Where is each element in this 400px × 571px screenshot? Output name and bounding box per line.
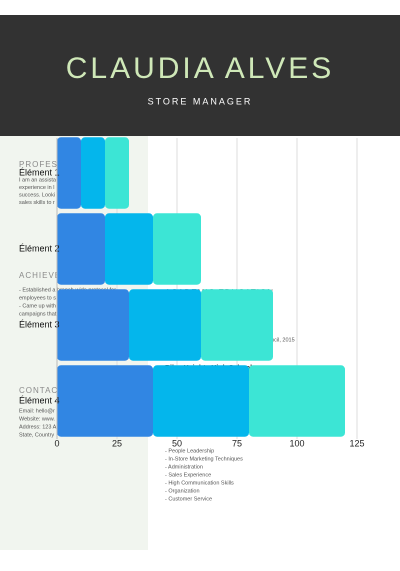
bar [57,365,153,437]
heading: CONTACT [19,386,64,395]
bar [201,289,273,361]
text-line: ouncil, 2015 [265,337,295,343]
text-line: Email: hello@r [19,408,55,414]
x-tick-label: 75 [232,438,242,448]
header-band [0,15,400,136]
y-tick-label: Élément 4 [19,395,60,405]
bar [153,365,249,437]
bar [57,213,105,285]
heading: PROFESSI [19,160,67,169]
text-line: Address: 123 A [19,424,57,430]
text-line: - People Leadership [165,448,214,454]
x-tick-label: 100 [289,438,304,448]
role: STORE MANAGER [148,96,253,106]
name: CLAUDIA ALVES [66,52,335,85]
text-line: - Sales Experience [165,472,211,478]
text-line: - Came up with [19,303,56,309]
y-tick-label: Élément 1 [19,167,60,177]
bar [81,137,105,209]
x-tick-label: 50 [172,438,182,448]
text-line: Website: www. [19,416,55,422]
x-tick-label: 0 [54,438,59,448]
text-line: sales skills to r [19,200,55,206]
text-line: campaigns that [19,311,57,317]
x-tick-label: 25 [112,438,122,448]
bar [153,213,201,285]
y-tick-label: Élément 3 [19,319,60,329]
text-line: employees to s [19,295,56,301]
text-line: - High Communication Skills [165,480,234,486]
heading: ACHIEVEM [19,271,69,280]
text-line: - Customer Service [165,496,212,502]
y-tick-label: Élément 2 [19,243,60,253]
bar [129,289,201,361]
text-line: I am an assista [19,177,57,183]
x-tick-label: 125 [349,438,364,448]
bar [105,137,129,209]
text-line: - Administration [165,464,203,470]
text-line: experience in l [19,185,54,191]
bar [249,365,345,437]
bar [57,137,81,209]
text-line: success. Looki [19,192,55,198]
text-line: State, Country [19,432,54,438]
text-line: - In-Store Marketing Techniques [165,456,243,462]
bar [105,213,153,285]
bar [57,289,129,361]
text-line: - Organization [165,488,200,494]
